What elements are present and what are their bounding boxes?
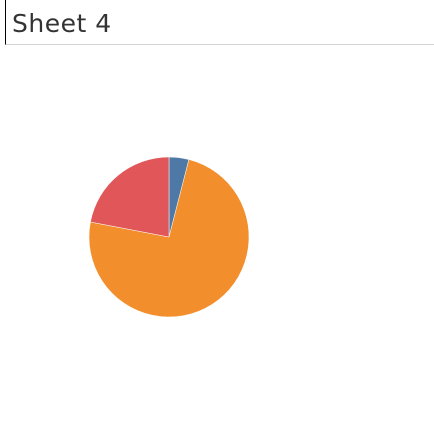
title-bar: Sheet 4 [5,0,434,45]
chart-plot-area [0,46,434,432]
pie-chart [0,46,434,432]
sheet-title: Sheet 4 [12,9,112,39]
